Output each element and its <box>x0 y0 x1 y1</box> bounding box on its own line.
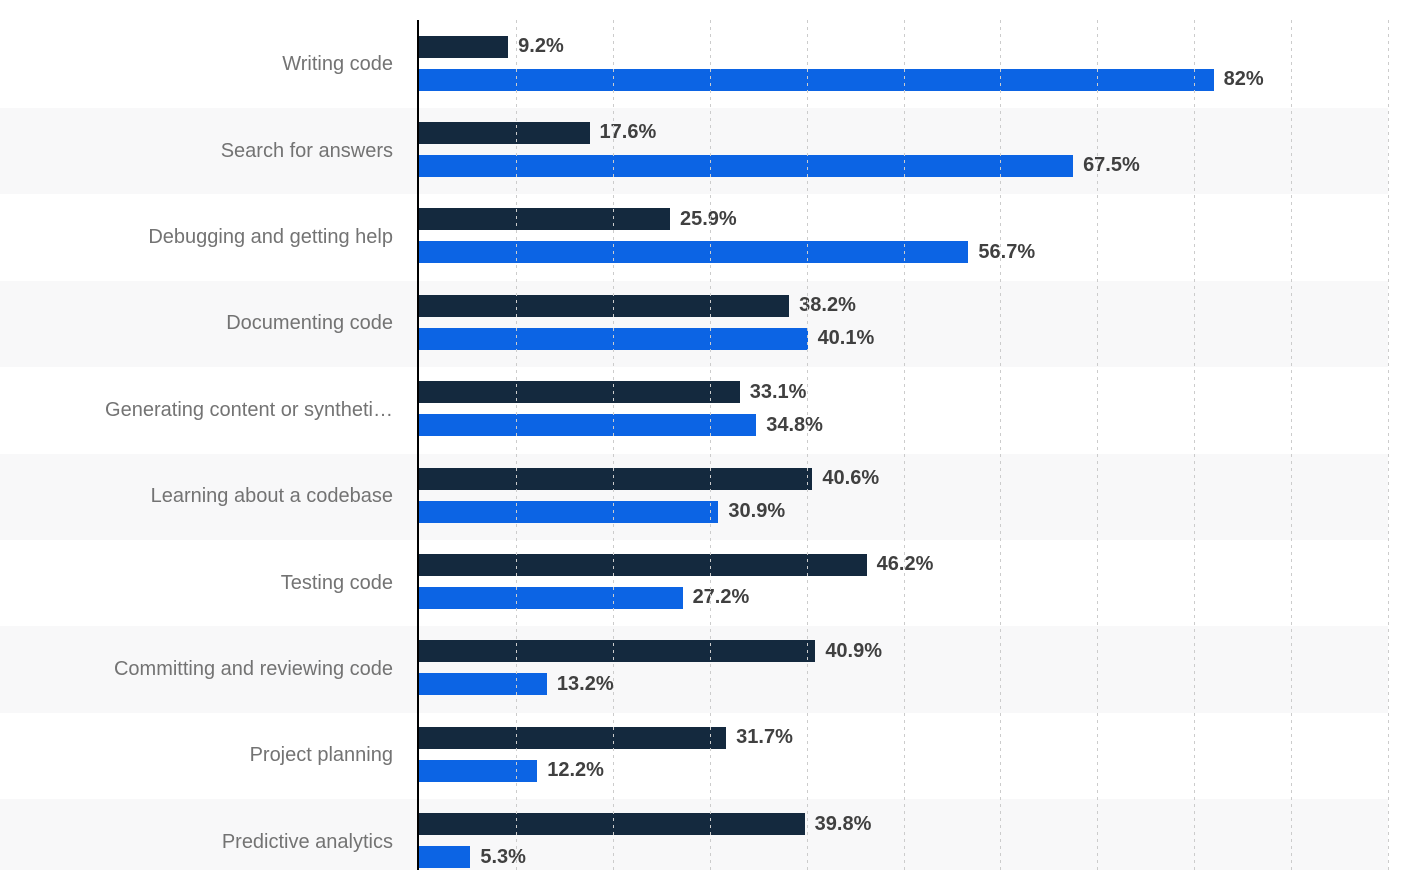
bar-group-series-blue: 12.2% <box>419 759 604 782</box>
bar-series-blue <box>419 673 547 696</box>
category-label: Writing code <box>282 53 393 76</box>
bar-group-series-blue: 56.7% <box>419 240 1036 264</box>
row-band <box>0 107 1388 195</box>
bar-series-dark <box>419 381 740 404</box>
value-label: 46.2% <box>876 553 934 576</box>
chart-row: Documenting code 38.2% 40.1% <box>0 280 1420 368</box>
bar-group-series-dark: 40.9% <box>419 639 883 663</box>
bar-series-blue <box>419 154 1074 177</box>
category-label: Predictive analytics <box>221 830 393 853</box>
bar-series-dark <box>419 208 670 231</box>
bar-series-blue <box>419 586 683 609</box>
bar-group-series-dark: 31.7% <box>419 726 793 749</box>
bar-series-blue <box>419 68 1214 91</box>
bar-group-series-blue: 67.5% <box>419 154 1140 177</box>
y-axis-line <box>417 20 419 870</box>
chart-row: Predictive analytics 39.8% 5.3% <box>0 799 1420 870</box>
value-label: 56.7% <box>978 240 1036 263</box>
bar-group-series-blue: 27.2% <box>419 586 750 609</box>
bar-series-dark <box>419 640 816 663</box>
value-label: 67.5% <box>1083 154 1140 177</box>
bar-series-blue <box>419 500 719 523</box>
bar-series-dark <box>419 294 790 317</box>
chart-row: Testing code 46.2% 27.2% <box>0 540 1420 626</box>
chart-row: Committing and reviewing code 40.9% 13.2% <box>0 626 1420 713</box>
bar-series-blue <box>419 241 969 264</box>
bar-group-series-blue: 13.2% <box>419 672 614 696</box>
bar-series-dark <box>419 467 813 490</box>
value-label: 27.2% <box>692 586 750 609</box>
chart-row: Search for answers 17.6% 67.5% <box>0 107 1420 195</box>
chart-row: Generating content or syntheti… 33.1% 34.8… <box>0 367 1420 453</box>
category-label: Committing and reviewing code <box>113 658 393 681</box>
bar-series-blue <box>419 327 808 350</box>
value-label: 12.2% <box>547 759 604 782</box>
bar-series-blue <box>419 846 471 869</box>
value-label: 34.8% <box>766 413 823 436</box>
value-label: 40.9% <box>825 639 883 662</box>
value-label: 13.2% <box>556 672 614 695</box>
value-label: 40.6% <box>822 467 880 490</box>
chart-row: Debugging and getting help 25.9% 56.7% <box>0 194 1420 280</box>
value-label: 31.7% <box>736 726 793 749</box>
bar-group-series-dark: 25.9% <box>419 207 737 231</box>
category-label: Learning about a codebase <box>150 485 393 508</box>
bar-series-blue <box>419 759 538 782</box>
value-label: 30.9% <box>728 500 786 523</box>
bar-series-dark <box>419 553 867 576</box>
bar-group-series-blue: 30.9% <box>419 500 786 523</box>
bar-group-series-dark: 40.6% <box>419 467 880 490</box>
value-label: 82% <box>1223 68 1264 91</box>
bar-series-dark <box>419 726 727 749</box>
chart-row: Project planning 31.7% 12.2% <box>0 713 1420 799</box>
value-label: 17.6% <box>599 121 657 144</box>
bar-group-series-dark: 46.2% <box>419 553 934 576</box>
value-label: 25.9% <box>679 207 737 230</box>
category-label: Documenting code <box>226 312 393 335</box>
bar-group-series-blue: 34.8% <box>419 413 823 437</box>
category-label: Generating content or syntheti… <box>105 398 393 421</box>
chart-row: Writing code 9.2% 82% <box>0 22 1420 108</box>
chart-rows: Writing code 9.2% 82% Search for answers 17.… <box>0 22 1420 870</box>
bar-group-series-dark: 9.2% <box>419 35 564 58</box>
bar-series-blue <box>419 414 757 437</box>
value-label: 9.2% <box>518 35 564 58</box>
category-label: Testing code <box>280 571 393 594</box>
bar-series-dark <box>419 121 590 144</box>
category-label: Debugging and getting help <box>148 226 393 249</box>
bar-group-series-blue: 5.3% <box>419 845 526 869</box>
category-label: Project planning <box>249 744 393 767</box>
bar-group-series-dark: 38.2% <box>419 294 856 317</box>
chart-row: Learning about a codebase 40.6% 30.9% <box>0 453 1420 540</box>
value-label: 39.8% <box>814 812 872 835</box>
value-label: 40.1% <box>817 327 875 350</box>
category-label: Search for answers <box>220 139 393 162</box>
bar-group-series-dark: 33.1% <box>419 380 807 404</box>
value-label: 5.3% <box>480 845 526 868</box>
bar-group-series-dark: 17.6% <box>419 121 657 144</box>
value-label: 33.1% <box>749 380 807 403</box>
bar-series-dark <box>419 813 805 836</box>
bar-group-series-blue: 40.1% <box>419 327 875 350</box>
bar-group-series-blue: 82% <box>419 68 1264 91</box>
bar-group-series-dark: 39.8% <box>419 812 872 836</box>
bar-series-dark <box>419 35 509 58</box>
value-label: 38.2% <box>799 294 856 317</box>
